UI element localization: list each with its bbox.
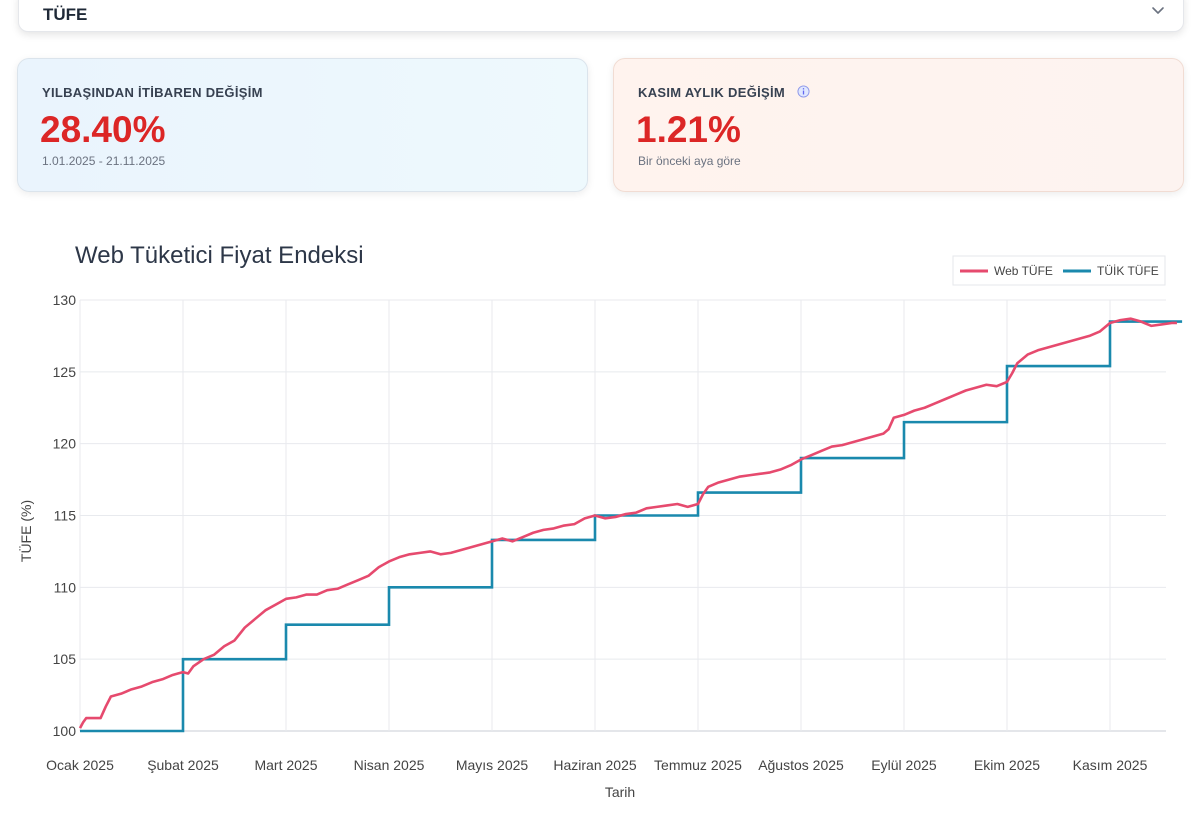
y-tick-label: 130 bbox=[53, 292, 77, 308]
x-tick-label: Nisan 2025 bbox=[354, 757, 425, 773]
legend-box bbox=[952, 255, 1166, 286]
index-selector-label: TÜFE bbox=[43, 5, 88, 24]
monthly-change-sub: Bir önceki aya göre bbox=[638, 154, 741, 168]
monthly-change-card: KASIM AYLIK DEĞİŞİM 1.21% Bir önceki aya… bbox=[613, 58, 1184, 192]
x-axis-ticks: Ocak 2025 Şubat 2025 Mart 2025 Nisan 2025 Ma… bbox=[46, 757, 1147, 773]
cpi-chart: Web Tüketici Fiyat Endeksi 1001051101151… bbox=[17, 242, 1183, 800]
series-line-web-tufe bbox=[78, 317, 1177, 729]
x-tick-label: Ağustos 2025 bbox=[758, 757, 844, 773]
chart-legend: Web TÜFE TÜİK TÜFE bbox=[952, 255, 1166, 286]
monthly-change-value: 1.21% bbox=[636, 109, 741, 150]
y-axis-ticks: 100 105 110 115 120 125 130 bbox=[53, 292, 77, 739]
chart-title: Web Tüketici Fiyat Endeksi bbox=[75, 242, 364, 269]
x-tick-label: Ocak 2025 bbox=[46, 757, 114, 773]
chart-grid bbox=[79, 299, 1166, 732]
x-tick-label: Mart 2025 bbox=[254, 757, 317, 773]
y-tick-label: 100 bbox=[53, 723, 77, 739]
x-tick-label: Şubat 2025 bbox=[147, 757, 219, 773]
x-tick-label: Mayıs 2025 bbox=[456, 757, 529, 773]
x-tick-label: Kasım 2025 bbox=[1073, 757, 1148, 773]
chart-series bbox=[78, 317, 1183, 733]
x-tick-label: Eylül 2025 bbox=[871, 757, 937, 773]
series-line-tuik-tufe bbox=[80, 320, 1183, 733]
y-axis-title: TÜFE (%) bbox=[17, 500, 34, 562]
ytd-change-card: YILBAŞINDAN İTİBAREN DEĞİŞİM 28.40% 1.01… bbox=[17, 58, 588, 192]
x-tick-label: Haziran 2025 bbox=[553, 757, 636, 773]
legend-label-tuik[interactable]: TÜİK TÜFE bbox=[1097, 264, 1159, 278]
x-tick-label: Temmuz 2025 bbox=[654, 757, 742, 773]
legend-label-web[interactable]: Web TÜFE bbox=[994, 264, 1053, 278]
ytd-date-range: 1.01.2025 - 21.11.2025 bbox=[42, 154, 166, 168]
y-tick-label: 105 bbox=[53, 651, 77, 667]
ytd-change-title: YILBAŞINDAN İTİBAREN DEĞİŞİM bbox=[42, 85, 263, 100]
y-tick-label: 115 bbox=[54, 508, 77, 524]
y-tick-label: 125 bbox=[53, 364, 77, 380]
x-tick-label: Ekim 2025 bbox=[974, 757, 1040, 773]
y-tick-label: 120 bbox=[53, 436, 77, 452]
chevron-down-icon bbox=[1152, 7, 1164, 14]
index-selector[interactable]: TÜFE bbox=[18, 0, 1184, 32]
y-tick-label: 110 bbox=[54, 579, 77, 595]
monthly-change-title: KASIM AYLIK DEĞİŞİM bbox=[638, 85, 786, 100]
monthly-change-title-wrap: KASIM AYLIK DEĞİŞİM bbox=[638, 85, 810, 100]
x-axis-title: Tarih bbox=[605, 784, 635, 800]
info-icon[interactable] bbox=[797, 85, 810, 98]
ytd-change-value: 28.40% bbox=[40, 109, 166, 150]
